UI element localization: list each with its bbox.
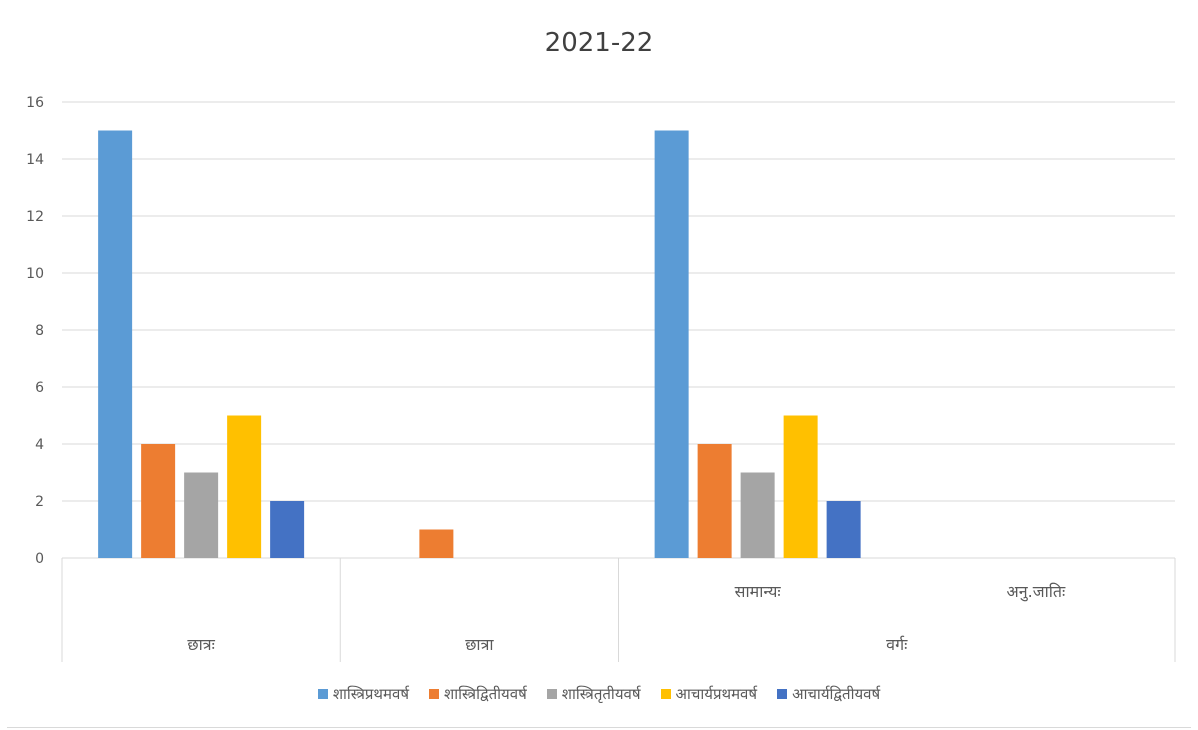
legend-item: आचार्यप्रथमवर्ष (660, 684, 758, 704)
legend-swatch (546, 689, 557, 699)
legend-item: शास्त्रिद्वितीयवर्ष (429, 684, 527, 704)
legend-item: शास्त्रितृतीयवर्ष (546, 684, 641, 704)
bar (184, 472, 219, 558)
chart-title: 2021-22 (544, 28, 654, 58)
legend-label: शास्त्रिद्वितीयवर्ष (444, 685, 527, 703)
bar (826, 501, 861, 558)
y-tick-label: 8 (35, 323, 44, 339)
legend-swatch (777, 689, 788, 699)
bar (654, 130, 689, 558)
y-tick-label: 16 (26, 95, 44, 111)
legend-item: आचार्यद्वितीयवर्ष (777, 684, 880, 704)
bar (227, 415, 262, 558)
chart-plot: 0 2 4 6 8 10 12 14 16 सामान्यः अनु.जातिः छात्रः छात्… (26, 95, 1176, 662)
legend-label: आचार्यद्वितीयवर्ष (792, 685, 881, 703)
chart-bottom-border (7, 727, 1191, 728)
legend-label: शास्त्रितृतीयवर्ष (561, 685, 641, 703)
legend-label: आचार्यप्रथमवर्ष (675, 685, 758, 703)
y-tick-label: 6 (35, 380, 44, 396)
y-tick-label: 12 (26, 209, 44, 225)
legend-swatch (660, 689, 671, 699)
bar (270, 501, 305, 558)
group-label: वर्गः (886, 635, 908, 654)
legend: शास्त्रिप्रथमवर्ष शास्त्रिद्वितीयवर्ष शास्… (0, 684, 1198, 704)
bar (740, 472, 775, 558)
bar (419, 529, 454, 558)
legend-item: शास्त्रिप्रथमवर्ष (317, 684, 409, 704)
legend-swatch (429, 689, 439, 699)
y-tick-label: 0 (35, 551, 44, 567)
bar (697, 444, 732, 558)
y-tick-label: 14 (26, 152, 44, 168)
group-label: छात्रा (465, 635, 494, 654)
bar (783, 415, 818, 558)
legend-label: शास्त्रिप्रथमवर्ष (332, 685, 409, 703)
y-tick-label: 2 (35, 494, 44, 510)
y-tick-label: 10 (26, 266, 44, 282)
category-label: अनु.जातिः (1007, 582, 1066, 602)
bar (98, 130, 133, 558)
y-tick-label: 4 (35, 437, 44, 453)
category-label: सामान्यः (735, 582, 782, 601)
group-label: छात्रः (187, 635, 215, 654)
bar (141, 444, 176, 558)
legend-swatch (317, 689, 328, 699)
